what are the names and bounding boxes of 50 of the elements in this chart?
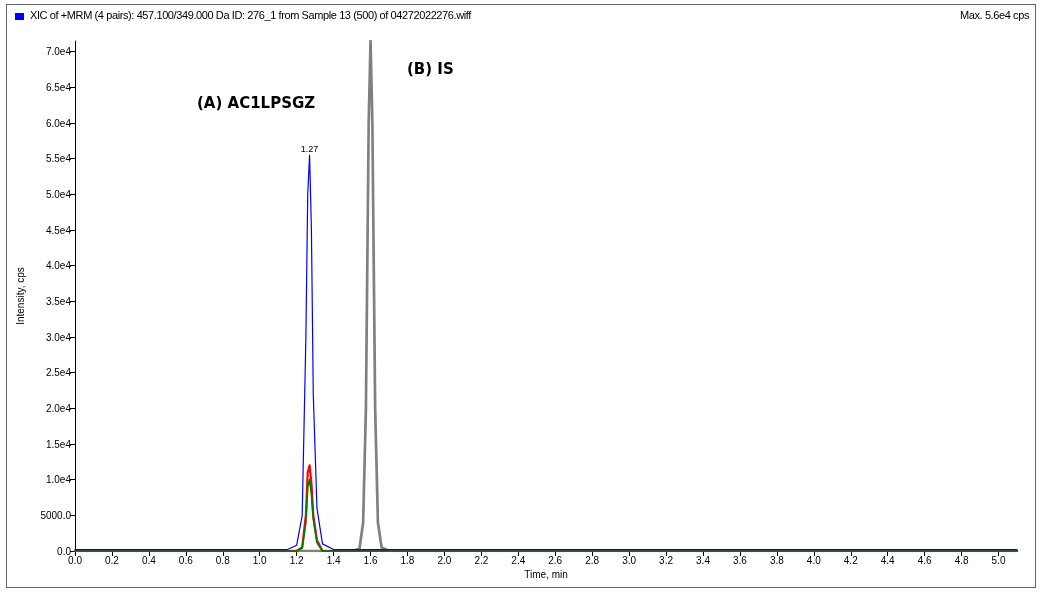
y-tick-label: 3.5e4	[45, 295, 72, 307]
line-series	[74, 478, 1018, 552]
x-tick-label: 2.8	[585, 554, 600, 566]
x-tick-label: 3.0	[622, 554, 637, 566]
line-series	[74, 154, 1018, 551]
x-tick-label: 0.6	[178, 554, 194, 566]
x-tick-label: 3.2	[659, 554, 674, 566]
x-tick-label: 3.6	[732, 554, 748, 566]
y-tick-label: 5000.0	[40, 509, 72, 521]
annotation: (A) AC1LPSGZ	[197, 93, 316, 112]
y-tick-label: 0.0	[57, 545, 72, 557]
x-tick-label: 2.0	[437, 554, 452, 566]
x-tick-label: 0.0	[68, 554, 83, 566]
x-tick-label: 3.4	[696, 554, 711, 566]
x-tick-label: 4.6	[917, 554, 933, 566]
x-tick-label: 5.0	[991, 554, 1006, 566]
x-tick-label: 1.4	[326, 554, 341, 566]
x-tick-label: 2.4	[511, 554, 526, 566]
y-tick-label: 1.5e4	[45, 438, 72, 450]
y-axis-title: Intensity, cps	[14, 267, 26, 325]
chart-subtitle: Max. 5.6e4 cps	[960, 9, 1029, 21]
x-tick-label: 0.2	[104, 554, 120, 566]
annotation: (B) IS	[407, 59, 454, 78]
y-tick-label: 5.0e4	[45, 188, 72, 200]
x-tick-label: 3.8	[769, 554, 785, 566]
x-tick-label: 0.4	[141, 554, 157, 566]
x-axis-title: Time, min	[524, 569, 568, 581]
x-tick-label: 4.0	[806, 554, 822, 566]
y-tick-label: 2.0e4	[45, 402, 72, 414]
x-tick-label: 1.8	[400, 554, 415, 566]
chart-title: XIC of +MRM (4 pairs): 457.100/349.000 Da ID: 276_1 from Sample 13 (500) of 04272022276.wiff	[30, 9, 471, 21]
x-tick-label: 4.4	[880, 554, 896, 566]
x-tick-label: 2.2	[474, 554, 489, 566]
annotation: 1.27	[300, 143, 319, 154]
y-tick-label: 1.0e4	[45, 474, 72, 486]
y-tick-label: 6.0e4	[45, 117, 72, 129]
x-tick-label: 4.2	[843, 554, 859, 566]
x-tick-label: 1.0	[252, 554, 268, 566]
x-tick-label: 4.8	[954, 554, 969, 566]
x-tick-label: 0.8	[215, 554, 231, 566]
y-tick-label: 4.5e4	[45, 224, 72, 236]
x-tick-label: 1.2	[289, 554, 305, 566]
x-tick-label: 1.6	[363, 554, 378, 566]
y-tick-label: 6.5e4	[45, 81, 72, 93]
y-tick-label: 4.0e4	[45, 260, 72, 272]
y-tick-label: 2.5e4	[45, 367, 72, 379]
x-tick-label: 2.6	[548, 554, 563, 566]
y-tick-label: 3.0e4	[45, 331, 72, 343]
y-tick-label: 7.0e4	[45, 46, 72, 58]
y-tick-label: 5.5e4	[45, 153, 72, 165]
